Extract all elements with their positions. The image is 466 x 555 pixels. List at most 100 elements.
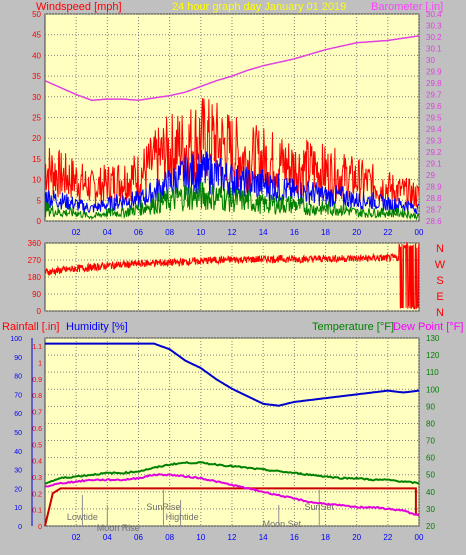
- temperature-y-tick-label: 80: [426, 419, 435, 428]
- baro-y-tick-label: 29.7: [426, 91, 442, 100]
- direction-y-tick-label: 180: [28, 273, 42, 282]
- rain-y-tick-label: 0.5: [32, 442, 42, 449]
- compass-label: N: [436, 307, 444, 319]
- wind-x-tick-label: 20: [352, 228, 361, 237]
- rain-y-tick-label: 0.9: [32, 377, 42, 384]
- humidity-y-tick-label: 0: [18, 524, 22, 531]
- baro-y-tick-label: 30.2: [426, 33, 442, 42]
- temperature-y-tick-label: 70: [426, 437, 435, 446]
- humidity-line: [45, 342, 420, 407]
- baro-y-tick-label: 28.8: [426, 194, 442, 203]
- humidity-y-tick-label: 80: [14, 374, 22, 381]
- wind-y-tick-label: 30: [32, 93, 41, 102]
- rain-y-tick-label: 0.7: [32, 410, 42, 417]
- climate-x-tick-label: 20: [352, 533, 361, 542]
- baro-y-tick-label: 29.3: [426, 137, 442, 146]
- wind-average-line: [44, 150, 420, 214]
- wind-x-tick-label: 22: [383, 228, 392, 237]
- wind-y-tick-label: 5: [37, 196, 42, 205]
- wind-x-tick-label: 14: [259, 228, 268, 237]
- baro-y-tick-label: 30.1: [426, 45, 442, 54]
- rain-y-tick-label: 1.1: [32, 344, 42, 351]
- temperature-y-tick-label: 30: [426, 505, 435, 514]
- baro-y-ticks: 28.6 28.7 28.8 28.9 29 29.1 29.2 29.3 29.4 29.5 29…: [426, 10, 442, 226]
- wind-x-tick-label: 18: [321, 228, 330, 237]
- humidity-y-tick-label: 10: [14, 505, 22, 512]
- wind-y-tick-label: 0: [37, 217, 42, 226]
- dewpoint-line: [44, 473, 420, 517]
- wind-x-tick-label: 08: [165, 228, 174, 237]
- direction-y-ticks: 0 90 180 270 360: [28, 239, 42, 316]
- baro-y-tick-label: 29.4: [426, 125, 442, 134]
- direction-y-tick-label: 0: [37, 307, 42, 316]
- humidity-y-tick-label: 60: [14, 411, 22, 418]
- baro-y-tick-label: 29.5: [426, 114, 442, 123]
- temperature-y-tick-label: 20: [426, 522, 435, 531]
- direction-y-tick-label: 360: [28, 239, 42, 248]
- wind-direction-line: [44, 241, 420, 310]
- direction-y-tick-label: 90: [32, 290, 41, 299]
- wind-x-tick-label: 10: [196, 228, 205, 237]
- compass-label: N: [436, 243, 444, 255]
- rain-y-tick-label: 0.8: [32, 393, 42, 400]
- barometer-line: [44, 35, 420, 102]
- temperature-y-tick-label: 50: [426, 471, 435, 480]
- temperature-y-tick-label: 110: [426, 368, 439, 377]
- baro-y-tick-label: 28.6: [426, 217, 442, 226]
- wind-y-tick-label: 50: [32, 10, 41, 19]
- wind-x-tick-label: 00: [415, 228, 424, 237]
- temperature-axis-title: Temperature [°F]: [312, 321, 394, 333]
- climate-x-tick-label: 14: [259, 533, 268, 542]
- baro-y-tick-label: 29.1: [426, 160, 442, 169]
- temperature-y-ticks: 20 30 40 50 60 70 80 90 100 110 120 130: [426, 334, 440, 531]
- climate-x-tick-label: 12: [228, 533, 237, 542]
- wind-low-line: [44, 181, 420, 221]
- rain-y-tick-label: 0.1: [32, 508, 42, 515]
- event-label: Moon Rise: [97, 523, 140, 533]
- climate-series-group: [44, 342, 420, 527]
- direction-grid: [45, 242, 420, 312]
- baro-y-tick-label: 29.8: [426, 79, 442, 88]
- rain-y-tick-label: 1: [38, 361, 42, 368]
- wind-y-tick-label: 40: [32, 51, 41, 60]
- rain-y-tick-label: 0.6: [32, 426, 42, 433]
- temperature-y-tick-label: 60: [426, 454, 435, 463]
- graph-title: 24 hour graph day January 01 2019: [172, 1, 346, 13]
- baro-y-tick-label: 29.9: [426, 68, 442, 77]
- wind-x-tick-label: 12: [228, 228, 237, 237]
- direction-series-group: [44, 241, 420, 310]
- temperature-y-tick-label: 40: [426, 488, 435, 497]
- baro-axis-title: Barometer [.in]: [371, 1, 443, 13]
- humidity-axis-title: Humidity [%]: [66, 321, 128, 333]
- compass-label: S: [436, 275, 443, 287]
- direction-y-tick-label: 270: [28, 256, 42, 265]
- rain-y-ticks: 0 0.1 0.2 0.3 0.4 0.5 0.6 0.7 0.8 0.9 1 1.1: [32, 344, 42, 531]
- humidity-y-tick-label: 30: [14, 468, 22, 475]
- baro-y-tick-label: 29.2: [426, 148, 442, 157]
- humidity-y-tick-label: 20: [14, 486, 22, 493]
- baro-y-tick-label: 30: [426, 56, 435, 65]
- wind-x-tick-label: 02: [72, 228, 81, 237]
- rain-y-tick-label: 0.3: [32, 475, 42, 482]
- climate-x-ticks: 02 04 06 08 10 12 14 16 18 20 22 00: [72, 533, 424, 542]
- humidity-y-tick-label: 70: [14, 392, 22, 399]
- event-label: Hightide: [166, 512, 199, 522]
- wind-series-group: [44, 35, 420, 221]
- humidity-y-ticks: 0 10 20 30 40 50 60 70 80 90 100: [10, 336, 22, 531]
- climate-x-tick-label: 06: [134, 533, 143, 542]
- humidity-y-tick-label: 100: [10, 336, 22, 343]
- rain-y-tick-label: 0.4: [32, 459, 42, 466]
- event-label: SunSet: [305, 502, 335, 512]
- rain-y-tick-label: 0.2: [32, 491, 42, 498]
- temperature-line: [44, 460, 420, 485]
- baro-y-tick-label: 30.4: [426, 10, 442, 19]
- temperature-y-tick-label: 100: [426, 385, 440, 394]
- wind-axis-title: Windspeed [mph]: [36, 1, 122, 13]
- wind-x-ticks: 02 04 06 08 10 12 14 16 18 20 22 00: [72, 228, 424, 237]
- baro-y-tick-label: 28.7: [426, 206, 442, 215]
- event-label: SunRise: [146, 502, 180, 512]
- climate-x-tick-label: 04: [103, 533, 112, 542]
- baro-y-tick-label: 30.3: [426, 22, 442, 31]
